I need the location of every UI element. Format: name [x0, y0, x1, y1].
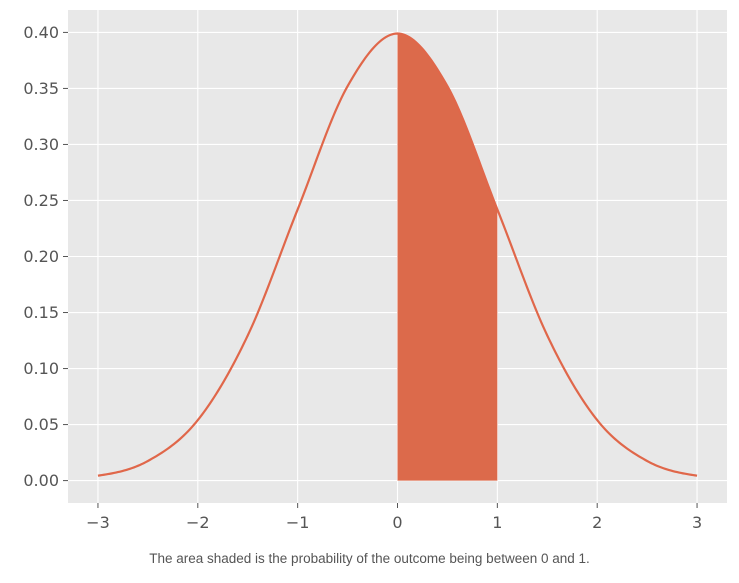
y-tick-label: 0.25 [23, 191, 59, 210]
x-tick-label: −1 [286, 513, 310, 532]
chart-caption: The area shaded is the probability of th… [149, 551, 590, 566]
x-tick-label: −2 [186, 513, 210, 532]
x-tick-label: −3 [86, 513, 110, 532]
y-tick-label: 0.30 [23, 135, 59, 154]
y-tick-label: 0.35 [23, 79, 59, 98]
y-tick-label: 0.40 [23, 23, 59, 42]
x-tick-label: 1 [492, 513, 502, 532]
axis-layer: −3 −2 −1 0 1 2 3 0.00 0.05 0.10 0.15 0.20 0.25 0.30 0.… [23, 23, 702, 532]
curve-layer [97, 32, 698, 477]
normal-distribution-chart: −3 −2 −1 0 1 2 3 0.00 0.05 0.10 0.15 0.20 0.25 0.30 0.… [23, 10, 727, 532]
y-tick-label: 0.20 [23, 247, 59, 266]
density-curve [97, 32, 698, 477]
x-tick-label: 0 [392, 513, 402, 532]
y-tick-label: 0.10 [23, 359, 59, 378]
x-tick-label: 3 [692, 513, 702, 532]
x-tick-label: 2 [592, 513, 602, 532]
y-tick-label: 0.05 [23, 415, 59, 434]
y-tick-label: 0.00 [23, 471, 59, 490]
y-tick-label: 0.15 [23, 303, 59, 322]
